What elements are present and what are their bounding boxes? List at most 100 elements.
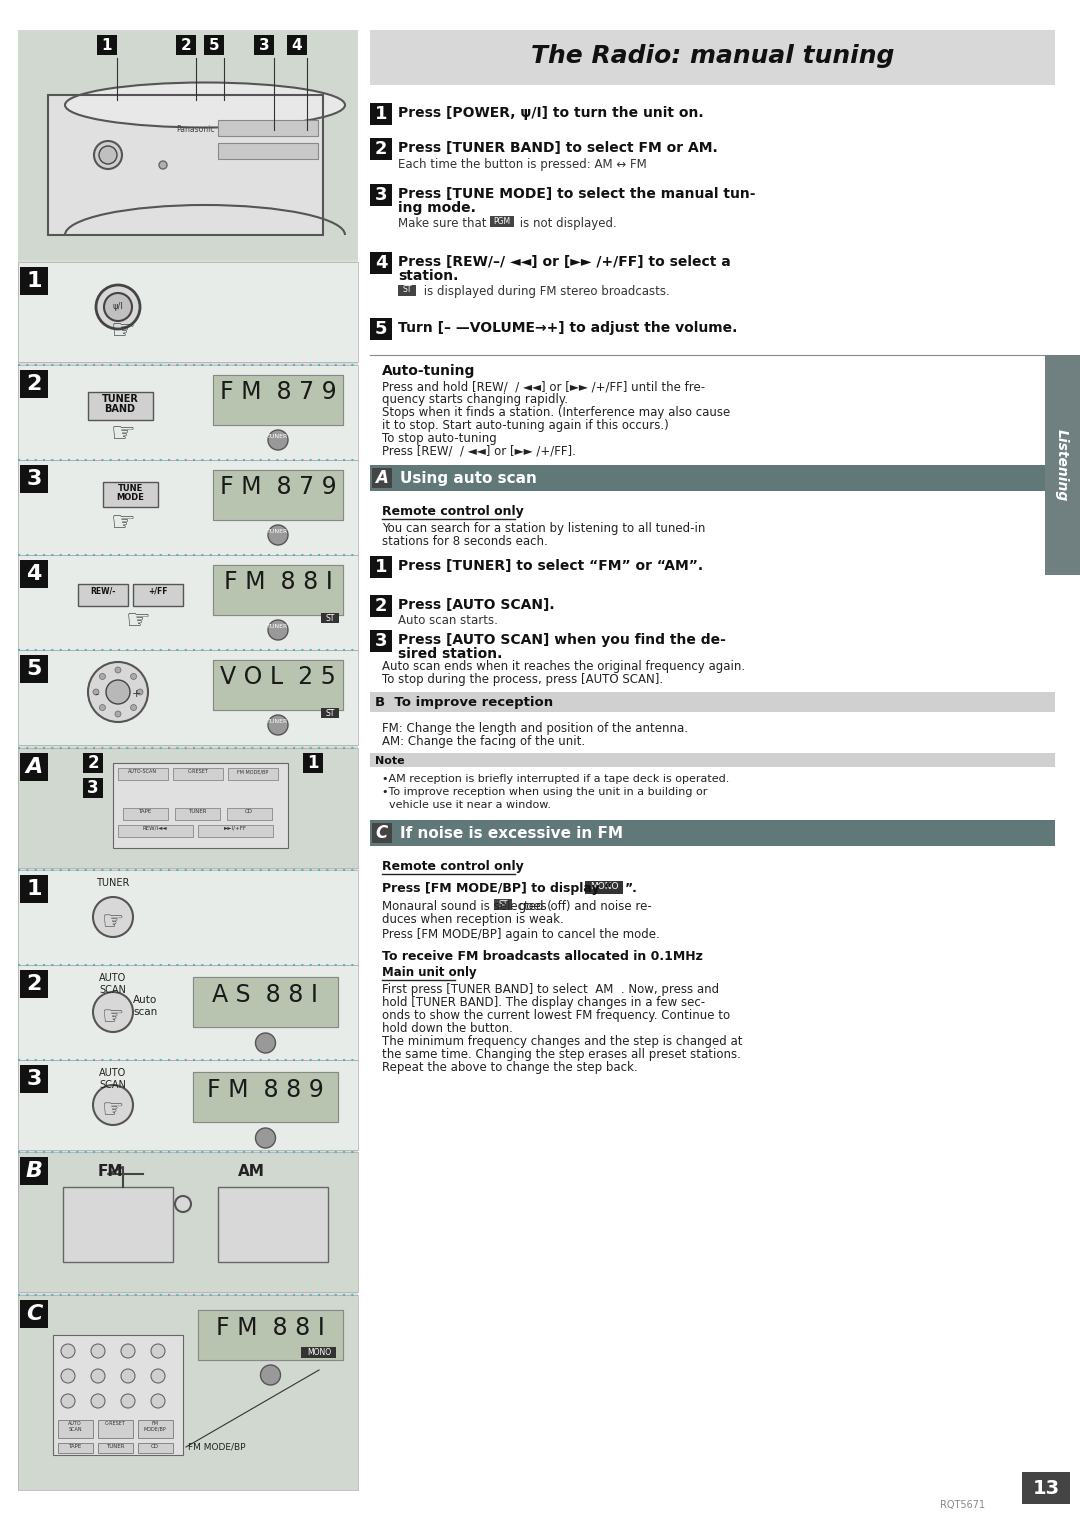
Bar xyxy=(97,35,117,55)
Circle shape xyxy=(121,1394,135,1407)
Text: You can search for a station by listening to all tuned-in: You can search for a station by listenin… xyxy=(382,523,705,535)
Bar xyxy=(372,468,392,487)
Bar xyxy=(21,370,48,397)
Bar xyxy=(18,261,357,362)
Circle shape xyxy=(91,1369,105,1383)
Circle shape xyxy=(93,992,133,1031)
Text: TUNER: TUNER xyxy=(106,1444,124,1449)
Circle shape xyxy=(151,1394,165,1407)
Text: TAPE: TAPE xyxy=(138,808,151,814)
Text: goes off) and noise re-: goes off) and noise re- xyxy=(515,900,651,914)
Text: ☞: ☞ xyxy=(102,1005,124,1028)
Bar xyxy=(18,31,357,260)
Bar xyxy=(204,35,224,55)
Bar xyxy=(218,144,318,159)
Bar xyxy=(370,102,392,125)
Bar xyxy=(48,95,323,235)
Circle shape xyxy=(131,704,136,711)
Text: Remote control only: Remote control only xyxy=(382,504,524,518)
Bar xyxy=(173,769,222,779)
Bar xyxy=(18,1060,357,1151)
Text: 5: 5 xyxy=(26,659,42,678)
Bar xyxy=(213,660,343,711)
Bar xyxy=(372,824,392,843)
Text: •AM reception is briefly interrupted if a tape deck is operated.: •AM reception is briefly interrupted if … xyxy=(382,775,729,784)
Circle shape xyxy=(256,1128,275,1148)
Text: Auto-tuning: Auto-tuning xyxy=(382,364,475,377)
Bar xyxy=(218,1187,328,1262)
Bar xyxy=(213,471,343,520)
Bar xyxy=(198,825,273,837)
Bar xyxy=(18,649,357,746)
Text: Remote control only: Remote control only xyxy=(382,860,524,872)
Bar xyxy=(21,1157,48,1186)
Bar xyxy=(113,762,288,848)
Text: 3: 3 xyxy=(375,633,388,649)
Bar xyxy=(370,252,392,274)
Circle shape xyxy=(151,1345,165,1358)
Bar xyxy=(103,481,158,507)
Circle shape xyxy=(60,1369,75,1383)
Text: 13: 13 xyxy=(1032,1479,1059,1497)
Circle shape xyxy=(106,680,130,704)
Circle shape xyxy=(93,689,99,695)
Text: ST: ST xyxy=(498,900,508,909)
Bar xyxy=(198,1309,343,1360)
Bar xyxy=(490,215,514,228)
Ellipse shape xyxy=(65,83,345,127)
Circle shape xyxy=(91,1394,105,1407)
Bar xyxy=(287,35,307,55)
Circle shape xyxy=(268,715,288,735)
Text: sired station.: sired station. xyxy=(399,646,502,662)
Bar xyxy=(118,825,193,837)
Circle shape xyxy=(60,1345,75,1358)
Bar xyxy=(227,808,272,821)
Text: 5: 5 xyxy=(375,319,388,338)
Text: 1: 1 xyxy=(375,558,388,576)
Text: AUTO
SCAN: AUTO SCAN xyxy=(99,1068,126,1089)
Bar xyxy=(213,374,343,425)
Text: ☞: ☞ xyxy=(110,316,135,345)
Bar xyxy=(18,31,357,1490)
Bar xyxy=(193,1073,338,1122)
Text: FM MODE/BP: FM MODE/BP xyxy=(238,769,269,775)
Text: 3: 3 xyxy=(26,469,42,489)
Text: B: B xyxy=(26,1161,42,1181)
Text: AM: AM xyxy=(238,1164,265,1180)
Text: To stop auto-tuning: To stop auto-tuning xyxy=(382,432,497,445)
Text: Press [TUNER BAND] to select FM or AM.: Press [TUNER BAND] to select FM or AM. xyxy=(399,141,718,154)
Text: Press [POWER, ψ/I] to turn the unit on.: Press [POWER, ψ/I] to turn the unit on. xyxy=(399,105,704,121)
Bar xyxy=(21,267,48,295)
Bar xyxy=(370,630,392,652)
Text: FM MODE/BP: FM MODE/BP xyxy=(188,1442,245,1452)
Bar xyxy=(21,1300,48,1328)
Bar xyxy=(21,1065,48,1093)
Text: 4: 4 xyxy=(26,564,42,584)
Text: TUNER: TUNER xyxy=(102,394,138,403)
Circle shape xyxy=(104,293,132,321)
Bar xyxy=(321,707,339,718)
Text: F M  8 8 I: F M 8 8 I xyxy=(216,1316,325,1340)
Bar xyxy=(370,138,392,160)
Bar xyxy=(78,584,129,607)
Bar xyxy=(63,1187,173,1262)
Text: hold down the button.: hold down the button. xyxy=(382,1022,513,1034)
Text: Note: Note xyxy=(375,756,405,766)
Text: MONO: MONO xyxy=(590,882,618,891)
Bar xyxy=(118,769,168,779)
Bar xyxy=(370,692,1055,712)
Bar xyxy=(83,778,103,798)
Text: PGM: PGM xyxy=(494,217,511,226)
Bar xyxy=(53,1335,183,1455)
Circle shape xyxy=(60,1394,75,1407)
Text: ►►I/+FF: ►►I/+FF xyxy=(224,827,246,831)
Text: B  To improve reception: B To improve reception xyxy=(375,695,553,709)
Text: F M  8 8 I: F M 8 8 I xyxy=(224,570,333,594)
Circle shape xyxy=(137,689,143,695)
Text: 4: 4 xyxy=(375,254,388,272)
Text: RQT5671: RQT5671 xyxy=(940,1500,985,1510)
Text: AM: Change the facing of the unit.: AM: Change the facing of the unit. xyxy=(382,735,585,749)
Text: TUNER: TUNER xyxy=(96,879,130,888)
Text: 2: 2 xyxy=(87,753,98,772)
Text: ST: ST xyxy=(403,286,411,293)
